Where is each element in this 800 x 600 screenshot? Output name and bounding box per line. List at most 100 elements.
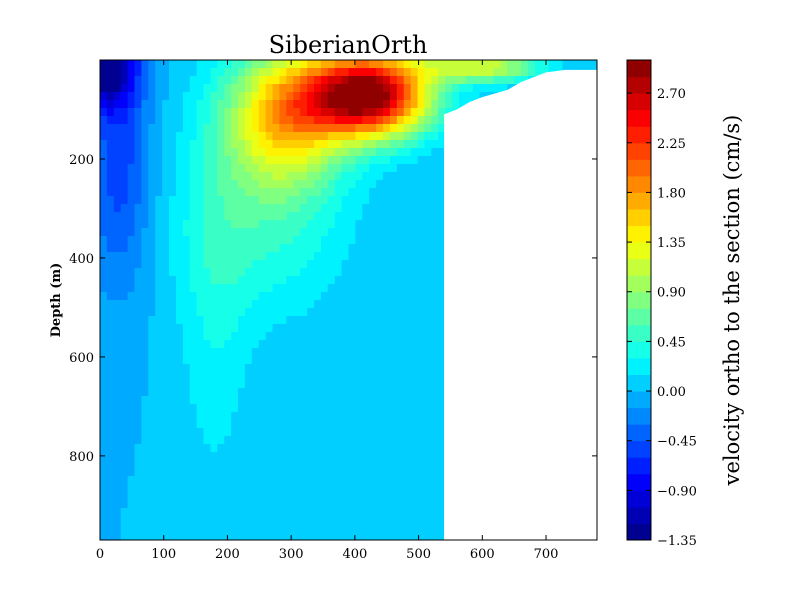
contour-cell xyxy=(106,164,115,173)
contour-cell xyxy=(327,212,336,221)
contour-cell xyxy=(238,220,246,229)
contour-cell xyxy=(327,460,336,469)
contour-cell xyxy=(507,68,515,77)
contour-cell xyxy=(307,156,315,165)
contour-cell xyxy=(320,260,329,269)
contour-cell xyxy=(238,60,246,69)
contour-cell xyxy=(431,484,439,493)
contour-cell xyxy=(224,108,232,117)
contour-cell xyxy=(175,156,184,165)
contour-cell xyxy=(424,68,432,77)
contour-cell xyxy=(417,172,426,181)
contour-cell xyxy=(300,108,308,117)
contour-cell xyxy=(438,68,446,77)
contour-cell xyxy=(438,452,446,461)
contour-cell xyxy=(155,460,163,469)
contour-cell xyxy=(217,460,225,469)
contour-cell xyxy=(120,124,129,133)
contour-cell xyxy=(175,340,184,349)
contour-cell xyxy=(127,484,136,493)
contour-cell xyxy=(134,500,143,509)
contour-cell xyxy=(265,340,274,349)
colorbar-tick-label: 2.25 xyxy=(657,137,686,152)
contour-cell xyxy=(224,388,232,397)
contour-cell xyxy=(141,276,149,285)
contour-cell xyxy=(376,484,384,493)
contour-cell xyxy=(106,532,115,540)
contour-cell xyxy=(210,92,218,101)
contour-cell xyxy=(293,308,301,317)
contour-cell xyxy=(389,300,398,309)
contour-cell xyxy=(341,396,350,405)
contour-cell xyxy=(383,60,391,69)
contour-cell xyxy=(327,348,336,357)
contour-cell xyxy=(196,276,205,285)
contour-cell xyxy=(189,108,198,117)
contour-cell xyxy=(334,204,343,213)
contour-cell xyxy=(417,420,426,429)
contour-cell xyxy=(355,420,363,429)
contour-cell xyxy=(403,116,412,125)
contour-cell xyxy=(341,116,350,125)
contour-cell xyxy=(127,84,136,93)
contour-cell xyxy=(279,108,287,117)
contour-cell xyxy=(417,508,426,517)
x-tick-label: 0 xyxy=(96,547,104,562)
contour-cell xyxy=(238,484,246,493)
contour-cell xyxy=(210,220,218,229)
contour-cell xyxy=(162,140,170,149)
contour-cell xyxy=(134,220,143,229)
contour-cell xyxy=(169,476,177,485)
contour-cell xyxy=(251,148,260,157)
contour-cell xyxy=(396,268,405,277)
contour-cell xyxy=(369,436,377,445)
contour-cell xyxy=(106,108,115,117)
contour-cell xyxy=(189,332,198,341)
contour-cell xyxy=(120,156,129,165)
contour-cell xyxy=(431,116,439,125)
colorbar-segment xyxy=(627,457,651,475)
contour-cell xyxy=(203,116,212,125)
contour-cell xyxy=(313,404,322,413)
contour-cell xyxy=(300,148,308,157)
contour-cell xyxy=(307,204,315,213)
contour-cell xyxy=(169,164,177,173)
contour-cell xyxy=(431,92,439,101)
contour-cell xyxy=(383,308,391,317)
contour-cell xyxy=(410,468,419,477)
contour-cell xyxy=(148,236,156,245)
contour-cell xyxy=(403,180,412,189)
contour-cell xyxy=(383,516,391,525)
contour-cell xyxy=(376,108,384,117)
contour-cell xyxy=(362,76,370,85)
contour-cell xyxy=(341,452,350,461)
contour-cell xyxy=(148,244,156,253)
contour-cell xyxy=(169,436,177,445)
contour-cell xyxy=(169,124,177,133)
contour-cell xyxy=(348,188,356,197)
contour-cell xyxy=(203,108,212,117)
contour-cell xyxy=(438,340,446,349)
contour-cell xyxy=(251,500,260,509)
contour-cell xyxy=(348,300,356,309)
contour-cell xyxy=(527,60,536,69)
contour-cell xyxy=(155,100,163,109)
contour-cell xyxy=(334,196,343,205)
contour-cell xyxy=(307,124,315,133)
contour-cell xyxy=(383,252,391,261)
contour-cell xyxy=(293,508,301,517)
contour-cell xyxy=(238,428,246,437)
contour-cell xyxy=(238,508,246,517)
contour-cell xyxy=(217,364,225,373)
contour-cell xyxy=(231,476,239,485)
contour-cell xyxy=(431,188,439,197)
contour-cell xyxy=(113,220,122,229)
contour-cell xyxy=(424,244,432,253)
contour-cell xyxy=(286,68,294,77)
contour-cell xyxy=(100,196,108,205)
contour-cell xyxy=(307,468,315,477)
contour-cell xyxy=(231,156,239,165)
contour-cell xyxy=(355,76,363,85)
contour-cell xyxy=(383,460,391,469)
contour-cell xyxy=(327,452,336,461)
